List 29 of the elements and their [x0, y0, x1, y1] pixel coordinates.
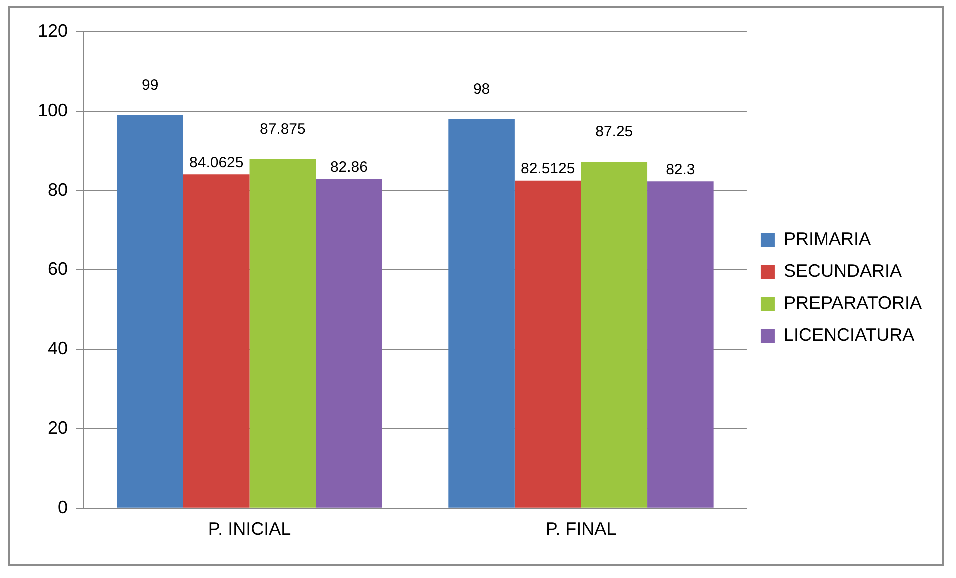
bar [250, 160, 316, 508]
bar [316, 179, 382, 508]
data-label: 82.5125 [520, 160, 576, 178]
bar [117, 115, 184, 508]
y-tick-label: 0 [58, 497, 68, 518]
data-label: 84.0625 [190, 154, 244, 172]
y-tick-label: 80 [48, 180, 68, 200]
y-tick-label: 120 [38, 20, 68, 41]
bar [448, 119, 515, 508]
data-label: 87.875 [260, 121, 306, 138]
x-tick-label: P. FINAL [546, 519, 617, 540]
data-label: 82.86 [330, 159, 368, 176]
bar [648, 182, 714, 508]
legend-label: LICENCIATURA [784, 324, 915, 345]
data-label: 98 [473, 80, 490, 98]
legend-label: PRIMARIA [784, 228, 871, 249]
data-label: 99 [142, 77, 159, 94]
legend-label: SECUNDARIA [784, 260, 902, 281]
y-tick-label: 40 [48, 338, 68, 359]
data-label: 87.25 [596, 124, 634, 141]
bar [183, 174, 250, 508]
data-label: 82.3 [666, 161, 696, 178]
y-tick-label: 20 [48, 418, 68, 438]
bar [581, 162, 648, 508]
y-tick-label: 100 [38, 100, 68, 120]
y-tick-label: 60 [48, 259, 68, 280]
x-tick-label: P. INICIAL [208, 519, 292, 540]
legend-label: PREPARATORIA [784, 292, 922, 313]
bar [514, 180, 582, 508]
